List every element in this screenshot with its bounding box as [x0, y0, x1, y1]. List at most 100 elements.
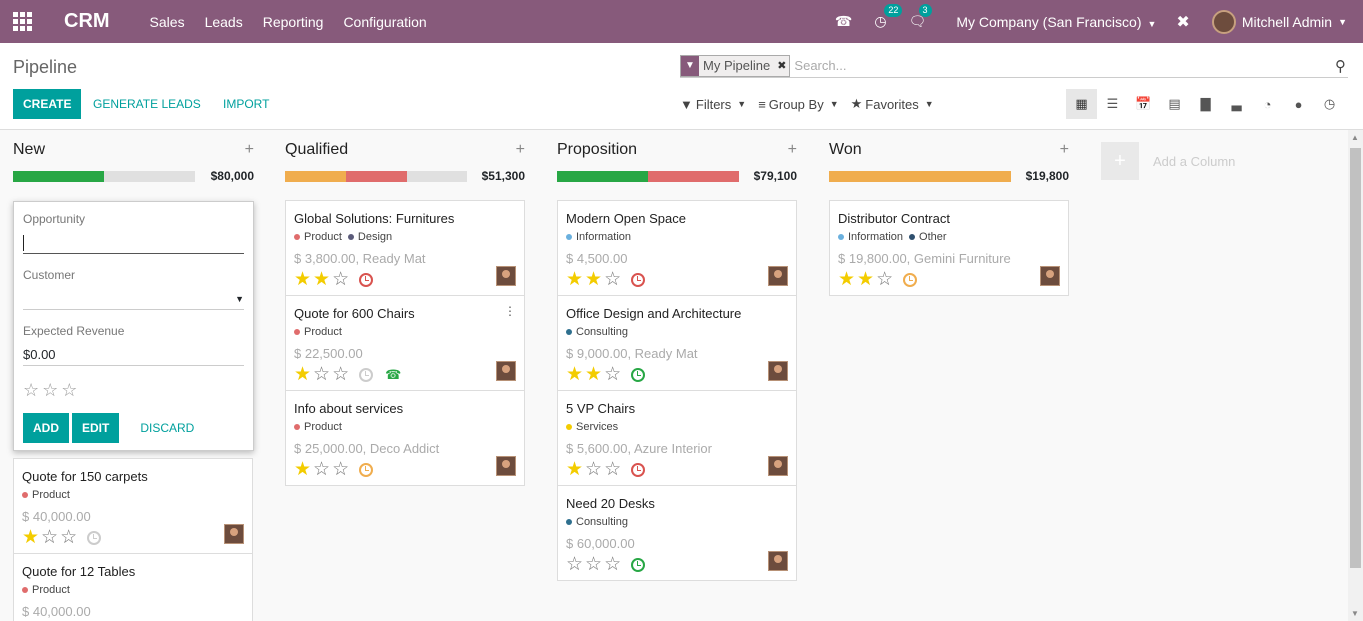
debug-icon[interactable]: ✖	[1176, 13, 1190, 31]
star-icon[interactable]: ★	[566, 269, 584, 290]
menu-configuration[interactable]: Configuration	[343, 13, 427, 30]
graph-icon[interactable]: ▇	[1200, 96, 1211, 111]
star-icon[interactable]: ☆	[604, 364, 622, 385]
search-input[interactable]	[794, 58, 1335, 73]
kanban-card[interactable]: Need 20 Desks Consulting $ 60,000.00 ☆ ☆ ☆	[557, 485, 797, 581]
star-icon[interactable]: ☆	[313, 364, 331, 385]
column-progress-bar[interactable]	[557, 170, 739, 182]
group-by-dropdown[interactable]: ≡ Group By ▼	[758, 97, 838, 112]
pivot-icon[interactable]: ▤	[1168, 96, 1181, 111]
filters-dropdown[interactable]: ▼ Filters ▼	[680, 97, 746, 112]
menu-sales[interactable]: Sales	[149, 13, 185, 30]
star-icon[interactable]: ★	[585, 364, 603, 385]
facet-remove-icon[interactable]: ✖	[774, 55, 790, 76]
add-card-icon[interactable]: +	[515, 141, 525, 158]
scrollbar-thumb[interactable]	[1350, 148, 1361, 568]
kanban-card[interactable]: Quote for 150 carpets Product $ 40,000.0…	[13, 458, 253, 554]
app-brand[interactable]: CRM	[64, 10, 110, 32]
revenue-input[interactable]: $0.00	[23, 344, 244, 366]
star-icon[interactable]: ☆	[604, 459, 622, 480]
star-icon[interactable]: ★	[585, 269, 603, 290]
dashboard-icon[interactable]: ◔	[1263, 96, 1272, 112]
activity-clock-icon[interactable]	[87, 531, 102, 545]
add-card-icon[interactable]: +	[1059, 141, 1069, 158]
kanban-card[interactable]: Modern Open Space Information $ 4,500.00…	[557, 200, 797, 296]
generate-leads-button[interactable]: GENERATE LEADS	[93, 97, 201, 111]
kanban-card[interactable]: Info about services Product $ 25,000.00,…	[285, 390, 525, 486]
star-icon[interactable]: ★	[566, 364, 584, 385]
add-card-icon[interactable]: +	[244, 141, 254, 158]
kanban-card[interactable]: Quote for 600 Chairs ⋮ Product $ 22,500.…	[285, 295, 525, 391]
star-icon[interactable]: ☆	[41, 527, 59, 548]
add-column[interactable]: + Add a Column	[1101, 142, 1235, 180]
activity-clock-icon[interactable]	[359, 273, 374, 287]
star-icon[interactable]: ★	[857, 269, 875, 290]
star-icon[interactable]: ☆	[604, 554, 622, 575]
scroll-down-icon[interactable]: ▼	[1351, 609, 1359, 618]
menu-reporting[interactable]: Reporting	[262, 13, 324, 30]
import-button[interactable]: IMPORT	[223, 97, 270, 111]
star-icon[interactable]: ☆	[332, 269, 350, 290]
column-progress-bar[interactable]	[13, 170, 195, 182]
kanban-card[interactable]: Quote for 12 Tables Product $ 40,000.00	[13, 553, 253, 621]
star-icon[interactable]: ☆	[313, 459, 331, 480]
kanban-card[interactable]: Global Solutions: Furnitures Product Desi…	[285, 200, 525, 296]
card-menu-icon[interactable]: ⋮	[504, 304, 516, 318]
create-button[interactable]: CREATE	[13, 89, 82, 119]
card-title: Quote for 600 Chairs	[294, 306, 415, 321]
phone-plus-icon[interactable]: ☎	[385, 367, 402, 382]
phone-icon[interactable]: ☎	[834, 13, 853, 29]
activity-clock-icon[interactable]	[903, 273, 918, 287]
activity-clock-icon[interactable]	[631, 558, 646, 572]
chat-icon[interactable]: 🗨 3	[909, 4, 932, 30]
star-icon[interactable]: ☆	[332, 459, 350, 480]
star-icon[interactable]: ★	[294, 269, 312, 290]
map-icon[interactable]: ●	[1294, 96, 1303, 112]
star-icon[interactable]: ☆	[604, 269, 622, 290]
customer-select[interactable]: ▼	[23, 288, 244, 310]
search-icon[interactable]: ⚲	[1335, 57, 1346, 75]
cohort-icon[interactable]: ▃	[1231, 96, 1242, 111]
menu-leads[interactable]: Leads	[204, 13, 243, 30]
opportunity-input[interactable]	[23, 232, 244, 254]
calendar-icon[interactable]: 📅	[1135, 96, 1152, 111]
add-card-icon[interactable]: +	[787, 141, 797, 158]
list-icon[interactable]: ☰	[1106, 96, 1119, 111]
star-icon[interactable]: ★	[22, 527, 40, 548]
star-icon[interactable]: ☆	[585, 554, 603, 575]
user-menu[interactable]: Mitchell Admin ▼	[1211, 9, 1347, 34]
vertical-scrollbar[interactable]: ▲ ▼	[1348, 130, 1363, 621]
company-switcher[interactable]: My Company (San Francisco) ▼	[956, 14, 1156, 30]
star-icon[interactable]: ☆	[332, 364, 350, 385]
column-progress-bar[interactable]	[285, 170, 467, 182]
activity-clock-icon[interactable]	[359, 463, 374, 477]
add-button[interactable]: ADD	[23, 413, 69, 443]
discard-button[interactable]: DISCARD	[140, 421, 195, 435]
star-icon[interactable]: ☆	[876, 269, 894, 290]
star-icon[interactable]: ☆	[566, 554, 584, 575]
kanban-icon[interactable]: ▦	[1066, 89, 1097, 119]
kanban-card[interactable]: Office Design and Architecture Consultin…	[557, 295, 797, 391]
star-icon[interactable]: ☆	[585, 459, 603, 480]
star-icon[interactable]: ★	[838, 269, 856, 290]
kanban-card[interactable]: Distributor Contract Information Other $ …	[829, 200, 1069, 296]
star-icon[interactable]: ★	[313, 269, 331, 290]
activity-clock-icon[interactable]	[631, 368, 646, 382]
activity-view-icon[interactable]: ◷	[1323, 96, 1336, 111]
favorites-dropdown[interactable]: ★ Favorites ▼	[851, 96, 934, 112]
priority-stars[interactable]: ☆☆☆	[23, 380, 81, 400]
activity-clock-icon[interactable]	[359, 368, 374, 382]
kanban-card[interactable]: 5 VP Chairs Services $ 5,600.00, Azure I…	[557, 390, 797, 486]
star-icon[interactable]: ★	[294, 459, 312, 480]
star-icon[interactable]: ☆	[60, 527, 78, 548]
star-icon[interactable]: ★	[566, 459, 584, 480]
apps-menu-icon[interactable]	[0, 0, 44, 43]
activity-clock-icon[interactable]	[631, 273, 646, 287]
column-progress-bar[interactable]	[829, 170, 1011, 182]
star-icon[interactable]: ★	[294, 364, 312, 385]
scroll-up-icon[interactable]: ▲	[1351, 133, 1359, 142]
chevron-down-icon: ▼	[737, 99, 747, 109]
activity-icon[interactable]: ◷ 22	[874, 4, 903, 30]
activity-clock-icon[interactable]	[631, 463, 646, 477]
edit-button[interactable]: EDIT	[72, 413, 120, 443]
